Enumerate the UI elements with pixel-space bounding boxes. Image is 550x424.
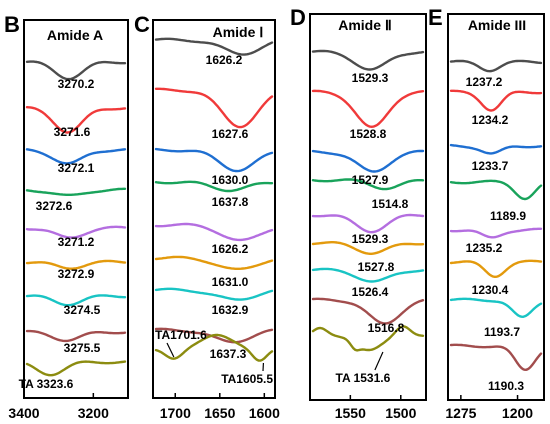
spectrum-line-e-5 <box>449 227 543 239</box>
x-tick-label-b-1: 3400 <box>8 405 39 421</box>
peak-label-e-7: 1193.7 <box>484 325 520 339</box>
peak-label-c-ta-2: TA1605.5 <box>221 372 273 386</box>
spectrum-line-c-8 <box>154 327 274 344</box>
x-tick-label-e-2: 1200 <box>502 405 533 421</box>
spectrum-line-b-2 <box>25 106 127 134</box>
x-tick-label-e-1: 1275 <box>445 405 476 421</box>
peak-label-d-7: 1526.4 <box>352 285 389 299</box>
spectrum-line-c-3 <box>154 147 274 173</box>
peak-label-c-8: 1637.3 <box>210 347 247 361</box>
peak-label-b-3: 3272.1 <box>58 161 95 175</box>
peak-label-d-2: 1528.8 <box>350 127 387 141</box>
panel-d-frame <box>309 13 427 401</box>
labels-layer: 3270.2 3271.6 3272.1 3272.6 3271.2 3272.9 3274… <box>19 53 527 393</box>
annotation-arrow <box>166 342 175 358</box>
spectrum-line-e-3 <box>449 143 543 155</box>
peak-label-c-7: 1632.9 <box>212 303 249 317</box>
spectrum-line-c-7 <box>154 287 274 301</box>
panel-b-frame <box>23 19 129 399</box>
peak-label-b-8: 3275.5 <box>64 341 101 355</box>
annotation-arrow <box>374 351 384 371</box>
spectrum-line-c-1 <box>154 37 274 56</box>
panel-b-title: Amide A <box>47 27 103 43</box>
peak-label-b-5: 3271.2 <box>58 235 95 249</box>
spectrum-line-d-9 <box>311 325 425 352</box>
peak-label-e-1: 1237.2 <box>466 75 503 89</box>
spectrum-line-b-9 <box>25 360 127 377</box>
spectrum-line-d-2 <box>311 89 425 128</box>
panel-e-title: Amide III <box>468 17 526 33</box>
spectrum-line-d-5 <box>311 213 425 234</box>
spectrum-line-e-2 <box>449 89 543 112</box>
spectrum-line-d-8 <box>311 297 425 325</box>
spectrum-line-b-6 <box>25 259 127 270</box>
spectrum-line-e-8 <box>449 343 543 371</box>
spectrum-line-c-9 <box>154 333 274 362</box>
peak-label-e-5: 1235.2 <box>466 241 503 255</box>
spectra-layer <box>25 37 543 377</box>
x-tick-label-b-2: 3200 <box>78 405 109 421</box>
peak-label-b-9: TA 3323.6 <box>19 377 74 391</box>
panel-e-frame <box>447 13 545 401</box>
panel-c-title: Amide Ⅰ <box>213 24 264 40</box>
spectrum-line-d-6 <box>311 241 425 255</box>
peak-label-c-6: 1631.0 <box>212 275 249 289</box>
spectrum-line-c-5 <box>154 222 274 242</box>
spectrum-line-c-2 <box>154 87 274 129</box>
spectrum-line-b-1 <box>25 60 127 81</box>
peak-label-d-8: 1516.8 <box>368 321 405 335</box>
peak-label-d-3: 1527.9 <box>352 173 389 187</box>
peak-label-c-4: 1637.8 <box>212 195 249 209</box>
ticks-layer: 3400 3200 1700 1650 1600 1550 1500 1275 1200 <box>8 393 533 421</box>
peak-label-d-4: 1514.8 <box>372 197 409 211</box>
peak-label-e-8: 1190.3 <box>488 379 524 393</box>
peak-label-d-ta: TA 1531.6 <box>336 371 391 385</box>
spectrum-line-b-8 <box>25 329 127 343</box>
spectrum-line-b-3 <box>25 148 127 165</box>
peak-label-e-3: 1233.7 <box>472 159 509 173</box>
peak-label-e-4: 1189.9 <box>490 209 526 223</box>
spectrum-line-c-4 <box>154 180 274 193</box>
spectrum-line-d-4 <box>311 178 425 191</box>
peak-label-c-ta-1: TA1701.6 <box>155 328 207 342</box>
x-tick-label-d-1: 1550 <box>335 405 366 421</box>
spectrum-line-b-5 <box>25 225 127 239</box>
panel-d-title: Amide Ⅱ <box>338 17 392 33</box>
peak-label-b-7: 3274.5 <box>64 303 101 317</box>
panel-letter-c: C <box>134 12 150 37</box>
panel-letter-e: E <box>428 5 443 30</box>
peak-label-b-2: 3271.6 <box>54 125 91 139</box>
peak-label-e-6: 1230.4 <box>472 283 509 297</box>
panel-letter-d: D <box>290 5 306 30</box>
peak-label-d-6: 1527.8 <box>358 260 395 274</box>
x-tick-label-c-3: 1600 <box>249 405 280 421</box>
peak-label-b-4: 3272.6 <box>36 199 73 213</box>
spectrum-line-e-4 <box>449 179 543 201</box>
panel-c-frame <box>152 19 276 399</box>
x-tick-label-d-2: 1500 <box>385 405 416 421</box>
x-tick-label-c-1: 1700 <box>160 405 191 421</box>
peak-label-c-1: 1626.2 <box>206 53 243 67</box>
panel-letter-b: B <box>4 12 20 37</box>
peak-label-c-2: 1627.6 <box>212 127 249 141</box>
peak-label-b-1: 3270.2 <box>58 77 95 91</box>
peak-label-d-5: 1529.3 <box>352 232 389 246</box>
spectrum-line-b-4 <box>25 187 127 196</box>
spectrum-line-e-6 <box>449 259 543 278</box>
spectrum-line-d-7 <box>311 267 425 283</box>
spectrum-line-c-6 <box>154 255 274 270</box>
peak-label-c-3: 1630.0 <box>212 173 249 187</box>
spectrum-line-d-1 <box>311 49 425 71</box>
peak-label-d-1: 1529.3 <box>352 71 389 85</box>
peak-label-c-5: 1626.2 <box>212 242 249 256</box>
peak-label-b-6: 3272.9 <box>58 267 95 281</box>
peak-label-e-2: 1234.2 <box>472 113 509 127</box>
x-tick-label-c-2: 1650 <box>204 405 235 421</box>
spectrum-line-e-7 <box>449 297 543 318</box>
spectrum-line-e-1 <box>449 59 543 73</box>
spectrum-line-d-3 <box>311 149 425 173</box>
spectrum-line-b-7 <box>25 294 127 307</box>
